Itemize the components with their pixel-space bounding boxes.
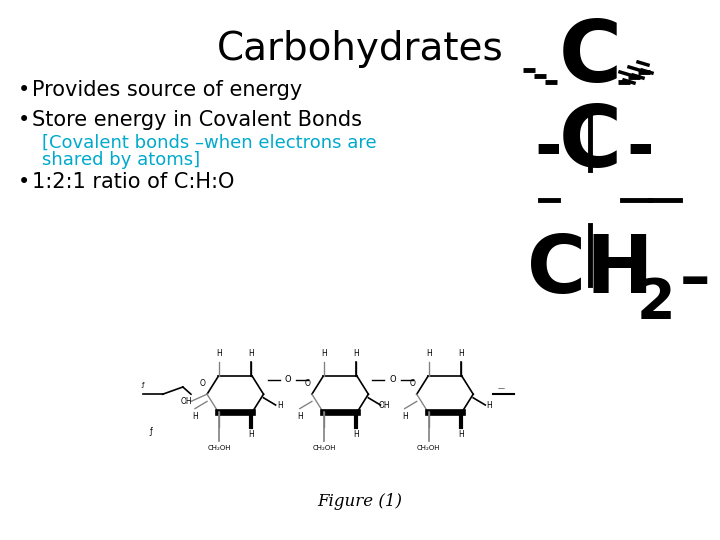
Text: O: O xyxy=(305,379,311,388)
Text: H: H xyxy=(458,430,464,439)
Text: -: - xyxy=(626,117,654,183)
Text: CH₂OH: CH₂OH xyxy=(417,444,441,450)
Text: Carbohydrates: Carbohydrates xyxy=(217,30,503,68)
Text: —: — xyxy=(498,386,505,392)
Text: H: H xyxy=(216,349,222,358)
Text: CH₂OH: CH₂OH xyxy=(207,444,231,450)
Text: O: O xyxy=(200,379,206,388)
Text: •: • xyxy=(18,110,30,130)
Text: H: H xyxy=(192,412,198,421)
Text: ƒ: ƒ xyxy=(149,427,152,436)
Text: OH: OH xyxy=(181,397,193,406)
Text: -: - xyxy=(534,117,562,183)
Text: OH: OH xyxy=(379,401,390,409)
Text: O: O xyxy=(284,375,291,384)
Text: H: H xyxy=(402,412,408,421)
Text: 2: 2 xyxy=(637,276,675,330)
Text: H: H xyxy=(248,430,254,439)
Text: H: H xyxy=(248,349,254,358)
Text: •: • xyxy=(18,80,30,100)
Text: O: O xyxy=(390,375,396,384)
Text: [Covalent bonds –when electrons are: [Covalent bonds –when electrons are xyxy=(42,134,377,152)
Text: H: H xyxy=(276,401,282,409)
Text: CH: CH xyxy=(527,232,653,310)
Text: Store energy in Covalent Bonds: Store energy in Covalent Bonds xyxy=(32,110,362,130)
Text: –: – xyxy=(680,251,711,310)
Text: H: H xyxy=(354,430,359,439)
Text: H: H xyxy=(321,349,327,358)
Text: H: H xyxy=(297,412,302,421)
Text: Figure (1): Figure (1) xyxy=(318,493,402,510)
Text: C: C xyxy=(559,102,621,185)
Text: shared by atoms]: shared by atoms] xyxy=(42,151,200,169)
Text: 1:2:1 ratio of C:H:O: 1:2:1 ratio of C:H:O xyxy=(32,172,235,192)
Text: •: • xyxy=(18,172,30,192)
Text: Provides source of energy: Provides source of energy xyxy=(32,80,302,100)
Text: H: H xyxy=(354,349,359,358)
Text: H: H xyxy=(426,349,432,358)
Text: O: O xyxy=(410,379,415,388)
Text: C: C xyxy=(559,17,621,100)
Text: H: H xyxy=(487,401,492,409)
Text: H: H xyxy=(458,349,464,358)
Text: ƒ: ƒ xyxy=(141,382,144,388)
Text: CH₂OH: CH₂OH xyxy=(312,444,336,450)
